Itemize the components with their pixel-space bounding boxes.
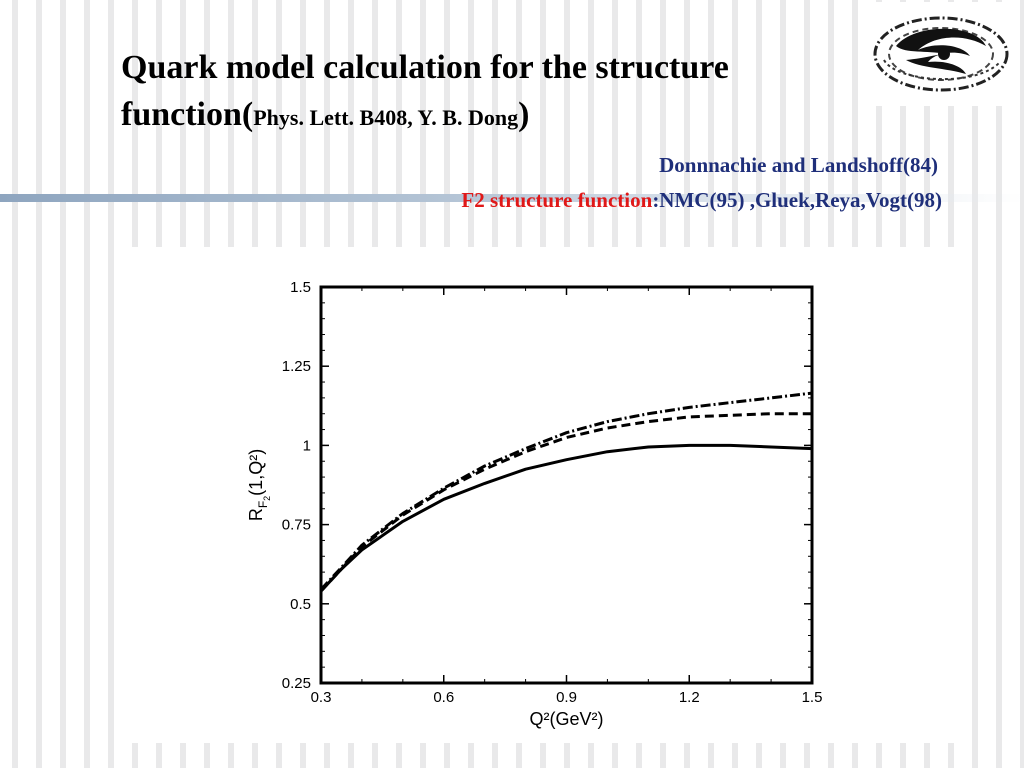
decorative-stripe (0, 194, 1024, 202)
title-close: ) (518, 96, 530, 133)
subtitle-red-label: F2 structure function (461, 188, 653, 212)
y-tick-label: 1.5 (290, 279, 311, 296)
subtitle-line-1: Donnnachie and Landshoff(84) (659, 153, 938, 177)
y-tick-label: 1.25 (282, 358, 311, 375)
plot-frame (319, 285, 814, 685)
institute-logo (866, 2, 1016, 106)
slide-title: Quark model calculation for the structur… (121, 44, 861, 141)
title-main: Quark model calculation for the structur… (121, 49, 729, 133)
structure-function-chart: 0.3 0.6 0.9 1.2 1.5 0.25 0.5 0.75 1 1.25 1.5 Q²(GeV… (246, 279, 823, 729)
x-tick-label: 1.5 (802, 689, 823, 706)
series-solid-line (319, 443, 813, 593)
subtitle-line-2: F2 structure function:NMC(95) ,Gluek,Rey… (461, 188, 942, 213)
y-tick-label: 0.25 (282, 675, 311, 692)
y-tick-label: 0.5 (290, 596, 311, 613)
title-citation: Phys. Lett. B408, Y. B. Dong (253, 105, 519, 130)
y-tick-label: 1 (303, 437, 311, 454)
series-dashed-line (319, 412, 812, 593)
series-dashdot-line (319, 391, 813, 591)
swirl-logo-icon (873, 16, 1009, 92)
y-tick-label: 0.75 (282, 517, 311, 534)
x-tick-label: 0.6 (433, 689, 454, 706)
y-axis-label: RF2(1,Q²) (246, 449, 272, 521)
x-tick-label: 1.2 (679, 689, 700, 706)
x-axis-label: Q²(GeV²) (530, 709, 604, 729)
x-tick-label: 0.3 (311, 689, 332, 706)
x-tick-label: 0.9 (556, 689, 577, 706)
plot-panel: 0.3 0.6 0.9 1.2 1.5 0.25 0.5 0.75 1 1.25 1.5 Q²(GeV… (120, 247, 956, 743)
subtitle-datasets: :NMC(95) ,Gluek,Reya,Vogt(98) (652, 188, 942, 212)
